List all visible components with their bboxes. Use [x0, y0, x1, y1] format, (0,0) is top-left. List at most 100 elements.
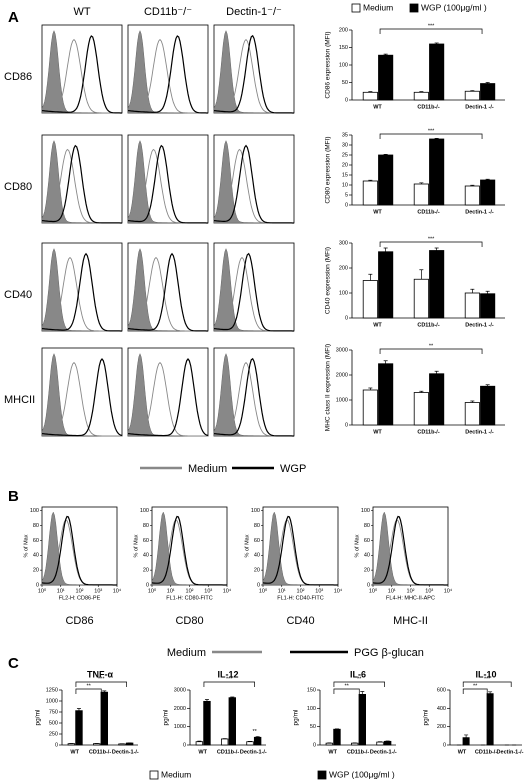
x-tick-label: WT — [328, 749, 337, 755]
isotype-fill — [127, 29, 208, 114]
y-tick-label: 0 — [183, 742, 186, 748]
x-tick-label: WT — [373, 104, 382, 110]
treated-curve — [213, 357, 294, 437]
error-bar — [434, 370, 439, 374]
treated-curve — [151, 515, 227, 586]
significance: ** — [344, 683, 349, 689]
isotype-fill — [127, 247, 208, 332]
bar — [362, 389, 378, 426]
y-tick-label: 40 — [33, 553, 39, 559]
y-tick-label: 0 — [55, 742, 58, 748]
significance-bracket — [75, 688, 102, 694]
y-tick-label: 2000 — [174, 706, 186, 712]
chart-title: IL-12 — [217, 669, 238, 679]
legend-swatch — [351, 3, 361, 13]
bar — [93, 743, 101, 746]
bar — [333, 728, 341, 746]
medium-curve — [127, 361, 208, 437]
legend-label: Medium — [188, 463, 227, 475]
y-tick-label: 400 — [437, 706, 446, 712]
treated-curve — [213, 34, 294, 114]
x-tick-label: 10⁴ — [444, 587, 453, 594]
y-tick-label: 20 — [254, 568, 260, 574]
x-tick-label: Dectin-1-/- — [112, 749, 139, 755]
x-tick-label: CD11b-/- — [347, 749, 369, 755]
bar — [480, 293, 496, 319]
x-tick-label: Dectin-1-/- — [497, 749, 524, 755]
bar — [464, 90, 480, 101]
y-axis-label: pg/ml — [293, 709, 300, 725]
y-tick-label: 30 — [342, 142, 348, 148]
y-tick-label: 100 — [140, 508, 149, 514]
bar — [413, 392, 429, 426]
row-label: CD40 — [4, 289, 32, 301]
error-bar — [383, 53, 388, 56]
bar — [383, 740, 392, 746]
y-tick-label: 0 — [345, 97, 348, 103]
x-tick-label: 10⁰ — [38, 587, 47, 594]
x-tick-label: Dectin-1-/- — [240, 749, 267, 755]
x-tick-label: 10¹ — [167, 588, 175, 594]
y-tick-label: 50 — [310, 724, 316, 730]
error-bar — [360, 691, 365, 695]
y-tick-label: 200 — [339, 27, 348, 33]
error-bar — [434, 138, 439, 139]
significance: *** — [98, 676, 105, 682]
x-tick-label: Dectin-1 -/- — [465, 104, 494, 110]
y-tick-label: 150 — [307, 687, 316, 693]
column-header: WT — [73, 6, 90, 18]
row-label: CD86 — [4, 71, 32, 83]
error-bar — [383, 360, 388, 364]
bar — [67, 743, 76, 746]
significance-bracket — [379, 348, 483, 354]
x-tick-label: 10⁴ — [113, 587, 122, 594]
x-tick-label: 10³ — [204, 588, 212, 594]
significance-bracket — [462, 688, 488, 694]
marker-label: CD40 — [286, 615, 314, 627]
y-tick-label: 80 — [254, 523, 260, 529]
legend-label: Medium — [363, 2, 393, 12]
y-tick-label: 0 — [345, 202, 348, 208]
panel-label: C — [8, 655, 19, 672]
y-tick-label: 0 — [313, 742, 316, 748]
legend-label: Medium — [167, 647, 206, 659]
treated-curve — [262, 515, 338, 586]
bar — [429, 138, 445, 206]
bar — [413, 278, 429, 319]
y-tick-label: 250 — [49, 731, 58, 737]
y-axis-label: MHC class II expression (MFI) — [325, 344, 332, 431]
y-tick-label: 15 — [342, 172, 348, 178]
chart-title: IL-6 — [350, 669, 366, 679]
x-tick-label: WT — [373, 429, 382, 435]
treated-curve — [41, 252, 122, 332]
bar — [325, 742, 334, 746]
treated-curve — [127, 252, 208, 332]
bar — [462, 737, 470, 746]
y-axis-label: pg/ml — [163, 709, 170, 725]
x-tick-label: 10⁴ — [334, 587, 343, 594]
x-tick-label: WT — [373, 209, 382, 215]
legend-label: Medium — [161, 769, 191, 779]
error-bar — [197, 740, 202, 742]
treated-curve — [127, 144, 208, 224]
y-axis-label: % of Max — [133, 534, 139, 557]
significance: ** — [86, 683, 91, 689]
significance-bracket — [203, 681, 255, 687]
chart-title: IL-10 — [475, 669, 496, 679]
significance: *** — [226, 676, 233, 682]
isotype-fill — [41, 247, 122, 332]
isotype-fill — [213, 247, 294, 332]
significance: ** — [357, 676, 362, 682]
bar — [378, 154, 394, 206]
y-tick-label: 0 — [345, 422, 348, 428]
x-tick-label: CD11b-/- — [417, 209, 439, 215]
significance: *** — [428, 236, 435, 242]
marker-label: CD80 — [175, 615, 203, 627]
significance-bracket — [379, 241, 483, 247]
y-tick-label: 80 — [364, 523, 370, 529]
x-tick-label: 10¹ — [388, 588, 396, 594]
x-tick-label: 10³ — [315, 588, 323, 594]
bar — [480, 83, 496, 101]
y-axis-label: CD86 expression (MFI) — [325, 31, 332, 98]
bar — [378, 251, 394, 319]
